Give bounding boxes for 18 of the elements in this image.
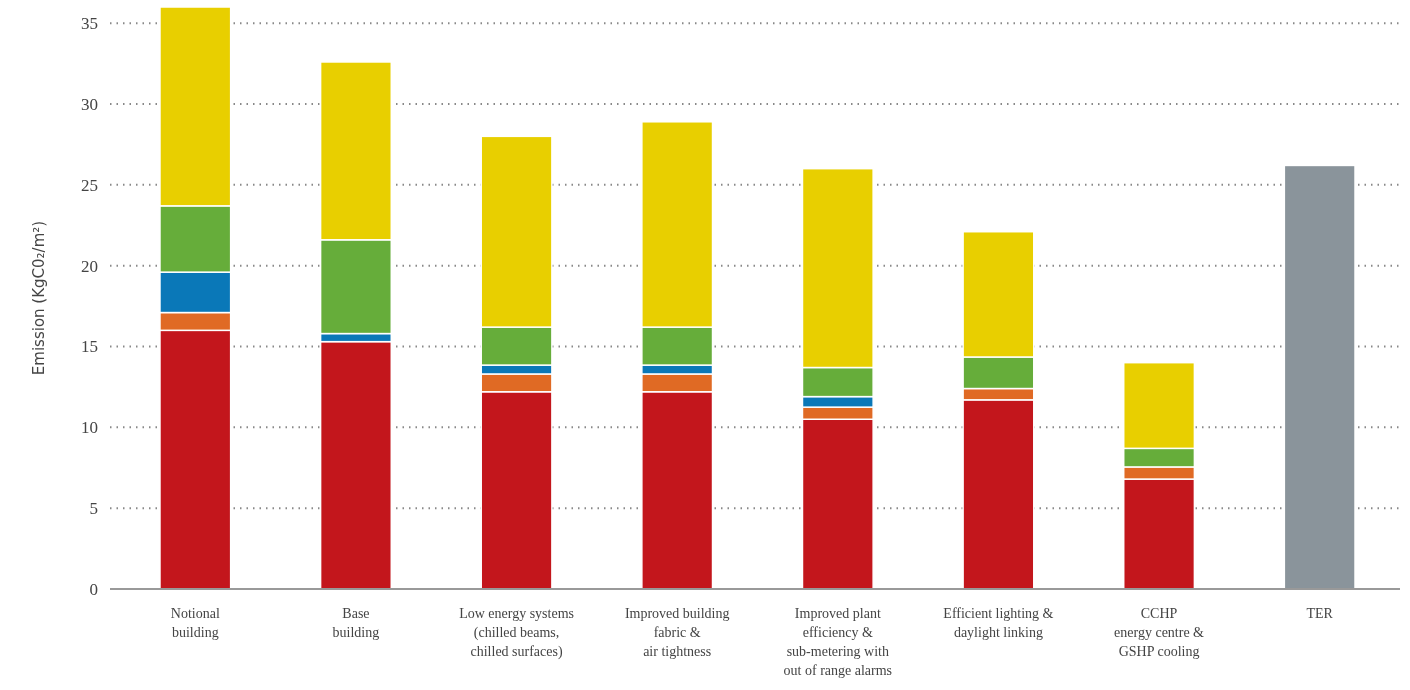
y-tick-label: 35 (81, 14, 98, 34)
x-tick-label: Efficient lighting & daylight linking (943, 606, 1054, 640)
x-tick-label: Low energy systems (chilled beams, chilled surfaces) (459, 606, 574, 660)
y-axis-title: Emission (KgC0₂/m²) (30, 220, 48, 376)
y-tick-label: 25 (81, 175, 98, 195)
y-tick-label: 30 (81, 94, 98, 114)
y-tick-label: 5 (89, 499, 98, 519)
y-tick-label: 10 (81, 418, 98, 438)
x-tick-label: TER (1306, 606, 1334, 621)
x-tick-label: CCHP energy centre & GSHP cooling (1114, 606, 1205, 659)
x-tick-label: Base building (332, 606, 380, 640)
x-tick-label: Notional building (170, 606, 220, 640)
y-tick-label: 0 (89, 579, 98, 599)
y-tick-label: 15 (81, 337, 98, 357)
x-tick-label: Improved building fabric & air tightness (624, 606, 730, 659)
x-tick-label: Improved plant efficiency & sub-metering with out of range alarms (783, 606, 893, 678)
y-tick-label: 20 (81, 256, 98, 276)
bar (1283, 164, 1356, 590)
